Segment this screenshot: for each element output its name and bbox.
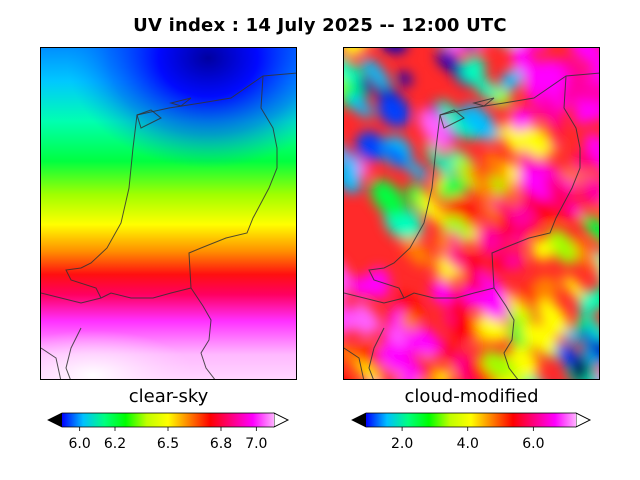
uv-field-blob (531, 238, 554, 261)
colorbar-extend-low (352, 413, 366, 427)
uv-field-blob (377, 95, 410, 127)
colorbar-tick-label: 2.0 (390, 436, 414, 452)
uv-field-blob (376, 370, 396, 379)
uv-field-blob (591, 78, 599, 111)
uv-field-blob (506, 293, 531, 318)
uv-field-blob (503, 183, 520, 199)
cloud-modified-uv-map (343, 47, 600, 380)
uv-field-blob (436, 340, 458, 359)
colorbar-tick-label: 6.0 (522, 436, 545, 452)
uv-field-blob (481, 350, 518, 379)
uv-field-blob (450, 314, 478, 343)
uv-field-blob (344, 48, 358, 57)
colorbar-tick-label: 6.8 (209, 436, 233, 452)
uv-field-blob (370, 179, 406, 217)
uv-field-blob (354, 301, 382, 331)
uv-field-blob (345, 274, 368, 298)
uv-field-blob (384, 145, 410, 168)
uv-field-blob (521, 321, 561, 355)
colorbar-extend-high (575, 412, 591, 428)
uv-field-blob (517, 165, 551, 200)
uv-field-blob (584, 133, 599, 171)
uv-field-blob (474, 225, 504, 255)
clear-sky-uv-map (40, 47, 297, 380)
uv-field-blob (463, 273, 482, 292)
cloud-modified-colorbar (351, 412, 591, 431)
uv-field-blob (436, 49, 463, 73)
uv-field-blob (348, 93, 373, 119)
uv-field-blob (568, 48, 599, 65)
uv-field-blob (448, 297, 468, 316)
uv-field-blob (397, 71, 413, 87)
uv-field-blob (433, 369, 452, 379)
uv-field-blob (418, 108, 453, 150)
clear-sky-label: clear-sky (128, 386, 209, 407)
colorbar-gradient (62, 413, 274, 427)
colorbar-tick-label: 7.0 (245, 436, 268, 452)
colorbar-tick-label: 6.5 (156, 436, 180, 452)
clear-sky-colorbar (47, 412, 289, 431)
uv-field-blob (404, 160, 430, 181)
colorbar-tick-label: 6.0 (68, 436, 91, 452)
uv-field-blob (439, 99, 468, 138)
uv-field-blob (484, 151, 508, 180)
uv-field-blob (503, 250, 525, 271)
uv-field-blob (578, 289, 599, 315)
uv-field-blob (466, 165, 496, 198)
uv-field-blob (588, 338, 599, 365)
uv-field-blob (361, 58, 390, 90)
uv-field-blob (581, 313, 599, 341)
uv-field-blob (519, 127, 551, 158)
uv-field-blob (425, 143, 453, 180)
uv-field-blob (402, 237, 432, 267)
uv-field-blob (570, 356, 590, 379)
uv-field-blob (574, 102, 597, 125)
uv-field-blob (537, 91, 563, 121)
uv-field-blob (373, 267, 391, 285)
uv-field-blob (547, 229, 579, 265)
uv-field-blob (344, 165, 362, 194)
uv-field-blob (356, 131, 387, 162)
uv-field-blob (411, 327, 441, 357)
uv-field-blob (500, 69, 523, 91)
uv-field-blob (563, 275, 588, 303)
uv-field-blob (532, 276, 559, 303)
uv-field-blob (434, 233, 454, 253)
coastline-outline (41, 72, 296, 379)
coastline-outline (344, 72, 599, 379)
colorbar-gradient (366, 413, 576, 427)
uv-field-blob (510, 108, 535, 133)
uv-field-blob (431, 283, 453, 305)
uv-field-blob (573, 238, 599, 275)
uv-field-blob (508, 203, 536, 230)
colorbar-tick-label: 6.2 (103, 436, 127, 452)
uv-field-blob (357, 359, 383, 379)
uv-field-blob (461, 103, 498, 141)
uv-field-blob (389, 327, 405, 345)
uv-field-blob (397, 292, 424, 322)
colorbar-tick-label: 4.0 (456, 436, 479, 452)
colorbar-extend-low (48, 413, 62, 427)
figure-title: UV index : 14 July 2025 -- 12:00 UTC (133, 15, 507, 36)
uv-field-blob (536, 299, 569, 336)
cloud-modified-label: cloud-modified (404, 386, 539, 407)
uv-field-blob (344, 55, 361, 85)
uv-field-blob (473, 75, 497, 101)
colorbar-extend-high (273, 412, 289, 428)
uv-field-blob (582, 215, 599, 246)
uv-field-blob (580, 175, 599, 207)
uv-field-blob (418, 193, 447, 226)
